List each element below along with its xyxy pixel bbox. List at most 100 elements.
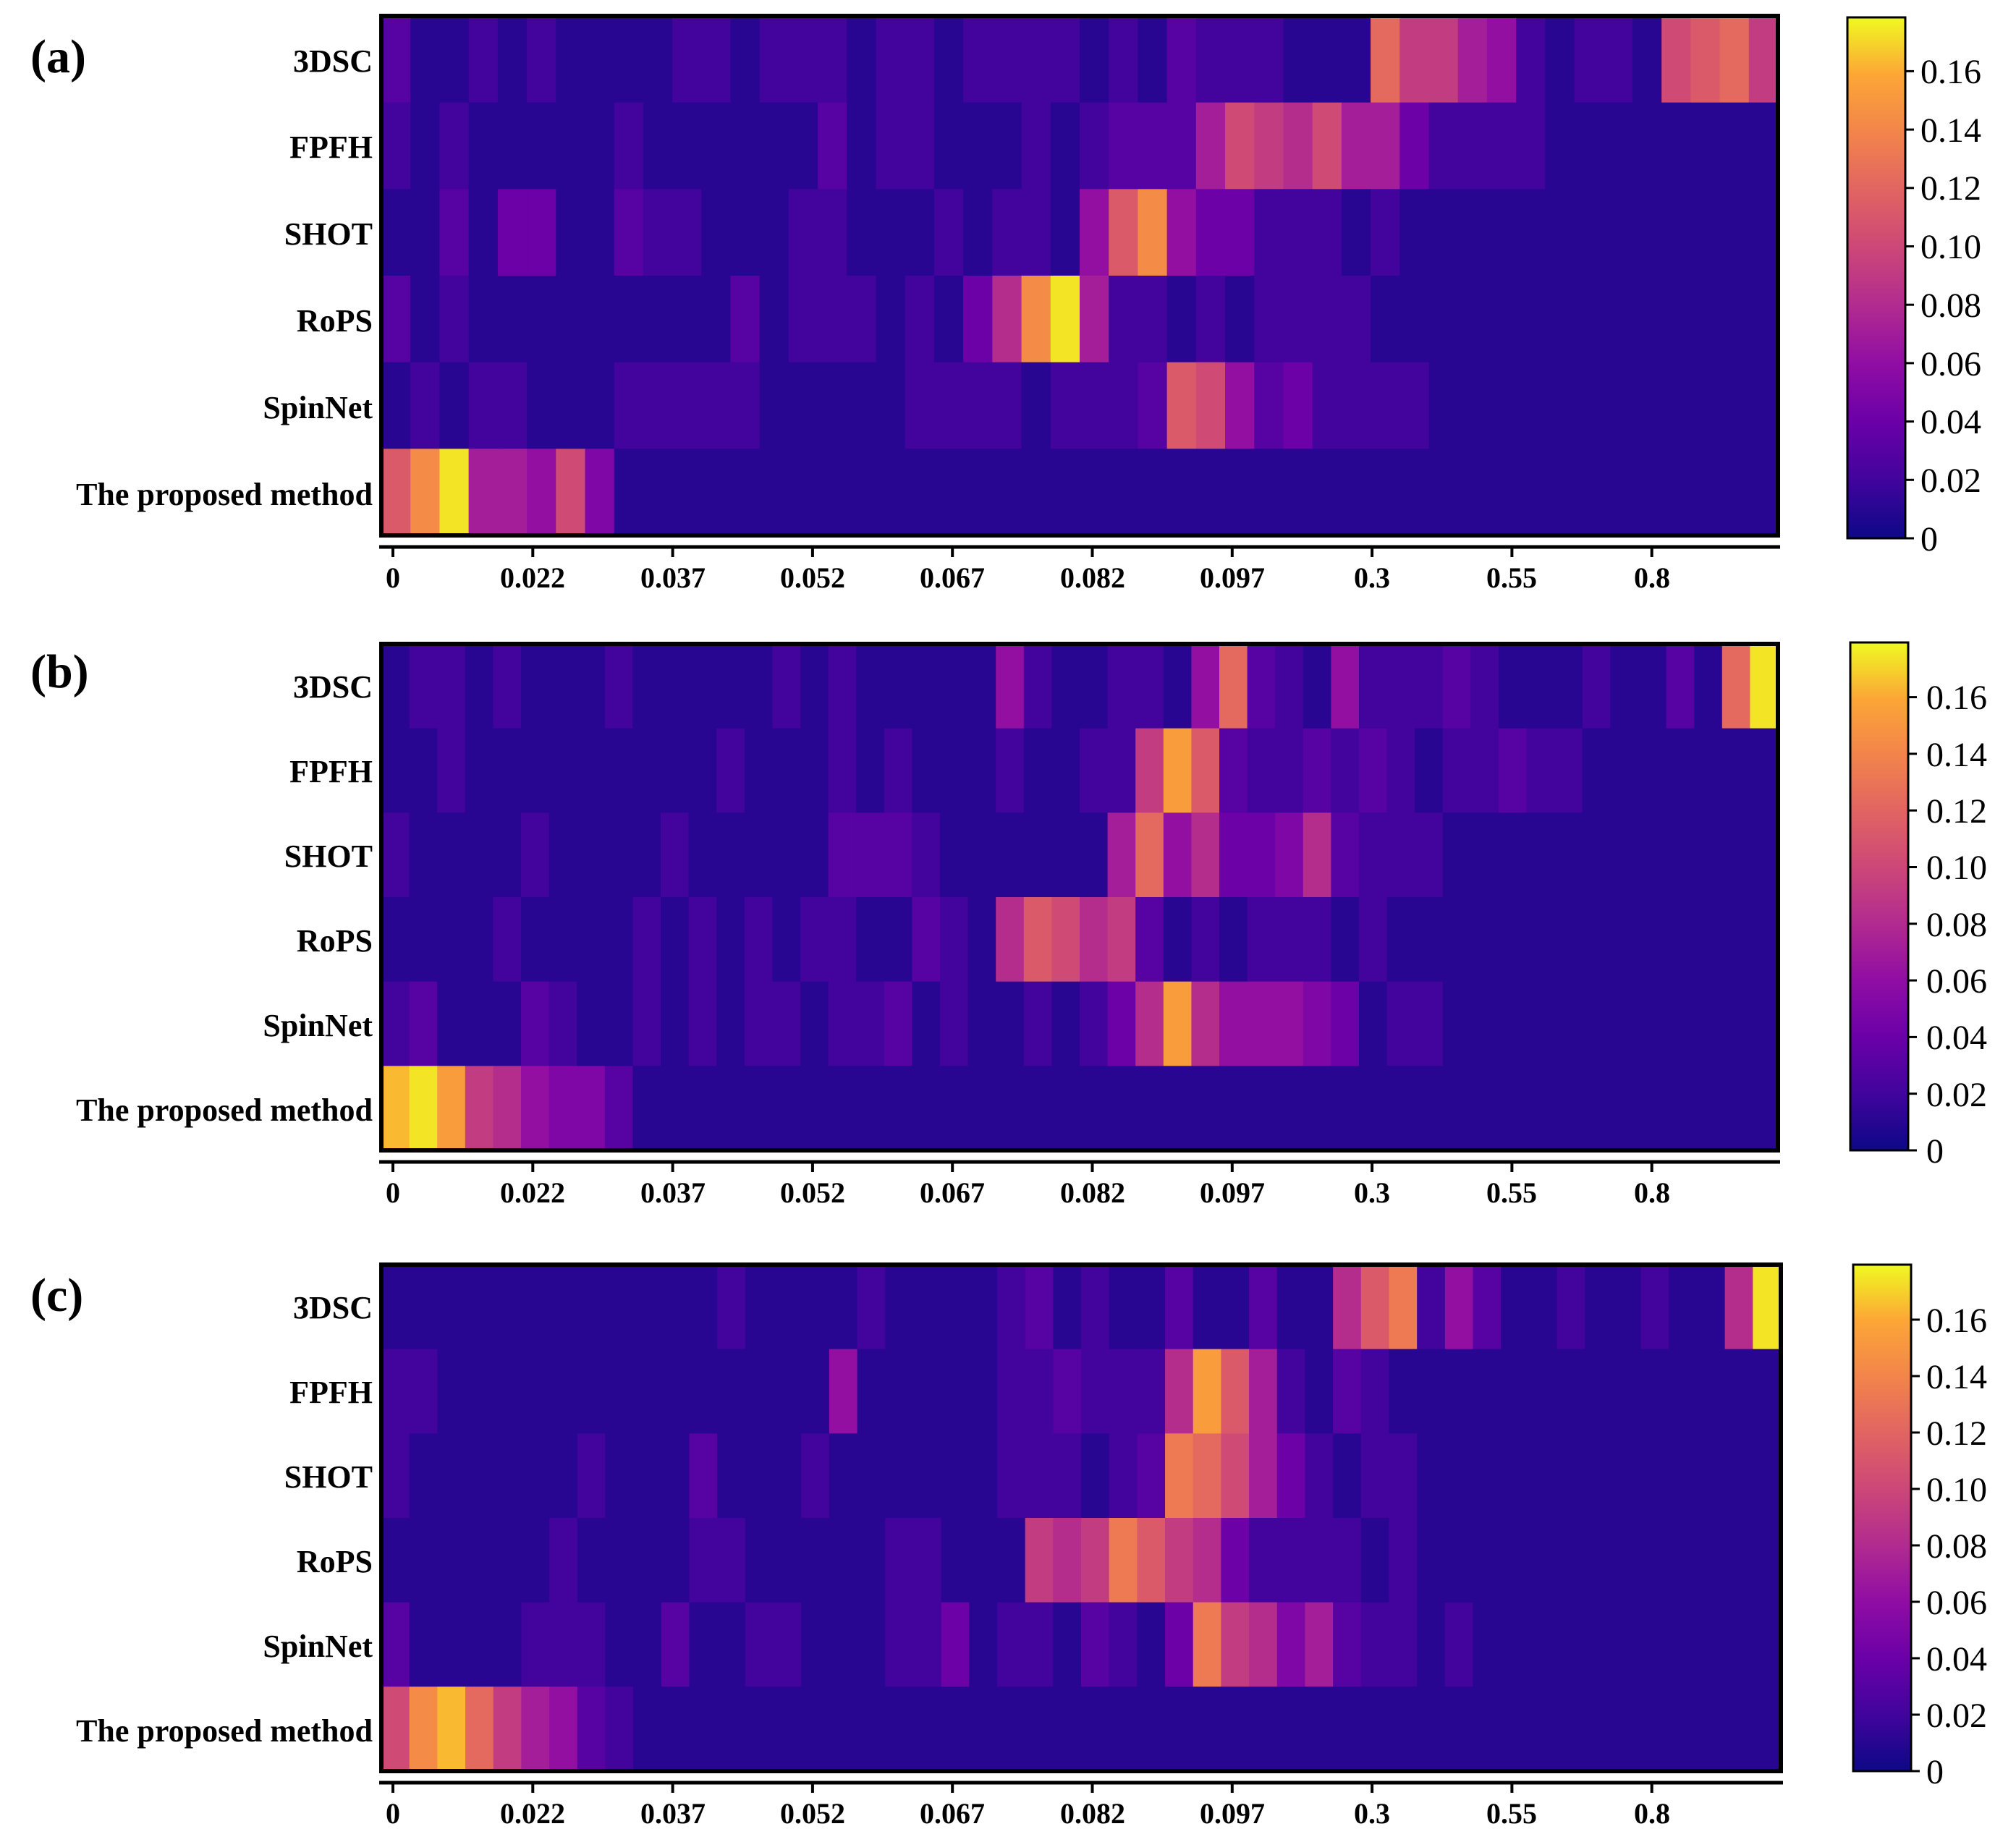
heatmap-cell-proposed-method-7 bbox=[585, 449, 615, 536]
heatmap-cell-3dsc-18 bbox=[885, 1265, 914, 1350]
heatmap-cell-spinnet-16 bbox=[847, 362, 877, 449]
heatmap-cell-proposed-method-20 bbox=[940, 1066, 969, 1151]
panel-c: (c) 3DSC FPFH SHOT RoPS SpinNet The prop… bbox=[30, 1262, 1987, 1830]
heatmap-cell-proposed-method-12 bbox=[730, 449, 761, 536]
heatmap-cell-fpfh-48 bbox=[1721, 728, 1750, 813]
heatmap-cell-rops-33 bbox=[1341, 276, 1371, 363]
heatmap-cell-rops-39 bbox=[1516, 276, 1546, 363]
heatmap-cell-fpfh-47 bbox=[1696, 1349, 1726, 1434]
heatmap-cell-shot-47 bbox=[1748, 189, 1779, 276]
heatmap-cell-spinnet-23 bbox=[1025, 1602, 1054, 1687]
heatmap-cell-rops-14 bbox=[788, 276, 818, 363]
heatmap-cell-rops-10 bbox=[661, 1518, 690, 1603]
heatmap-cell-shot-30 bbox=[1254, 189, 1284, 276]
panel-a-heatmap-cells bbox=[381, 16, 1779, 536]
heatmap-cell-fpfh-15 bbox=[800, 728, 829, 813]
panel-a-x-ticks bbox=[391, 547, 1653, 557]
heatmap-cell-3dsc-26 bbox=[1107, 644, 1136, 729]
heatmap-cell-3dsc-6 bbox=[549, 644, 577, 729]
heatmap-cell-3dsc-23 bbox=[1025, 1265, 1054, 1350]
heatmap-cell-spinnet-34 bbox=[1331, 981, 1360, 1066]
heatmap-cell-shot-6 bbox=[549, 812, 577, 898]
heatmap-cell-shot-48 bbox=[1721, 812, 1750, 898]
heatmap-cell-shot-16 bbox=[828, 812, 857, 898]
heatmap-cell-3dsc-27 bbox=[1135, 644, 1164, 729]
heatmap-cell-3dsc-21 bbox=[967, 644, 996, 729]
heatmap-cell-shot-21 bbox=[969, 1433, 998, 1519]
heatmap-cell-rops-21 bbox=[967, 897, 996, 982]
cb-tick-0-16: 0.16 bbox=[1926, 1302, 1987, 1340]
heatmap-cell-3dsc-41 bbox=[1574, 16, 1604, 103]
heatmap-cell-spinnet-33 bbox=[1305, 1602, 1334, 1687]
heatmap-cell-proposed-method-38 bbox=[1442, 1066, 1471, 1151]
heatmap-cell-3dsc-18 bbox=[884, 644, 912, 729]
heatmap-cell-proposed-method-13 bbox=[744, 1066, 773, 1151]
cb-tick-0-10: 0.10 bbox=[1926, 849, 1987, 887]
heatmap-cell-proposed-method-22 bbox=[1021, 449, 1051, 536]
heatmap-cell-fpfh-7 bbox=[585, 102, 615, 190]
panel-c-colorbar-ticks bbox=[1911, 1318, 1920, 1773]
heatmap-cell-rops-16 bbox=[829, 1518, 858, 1603]
row-label-fpfh: FPFH bbox=[289, 754, 373, 789]
heatmap-cell-proposed-method-34 bbox=[1371, 449, 1400, 536]
heatmap-cell-3dsc-12 bbox=[716, 644, 745, 729]
heatmap-cell-3dsc-33 bbox=[1341, 16, 1371, 103]
heatmap-cell-proposed-method-6 bbox=[556, 449, 586, 536]
heatmap-cell-rops-5 bbox=[521, 1518, 550, 1603]
heatmap-cell-fpfh-6 bbox=[549, 728, 577, 813]
heatmap-cell-fpfh-45 bbox=[1690, 102, 1721, 190]
heatmap-cell-rops-23 bbox=[1023, 897, 1052, 982]
panel-b-colorbar-ticks bbox=[1908, 696, 1917, 1152]
heatmap-cell-proposed-method-36 bbox=[1389, 1686, 1418, 1772]
heatmap-cell-spinnet-47 bbox=[1694, 981, 1723, 1066]
heatmap-cell-fpfh-17 bbox=[876, 102, 906, 190]
heatmap-cell-3dsc-34 bbox=[1333, 1265, 1362, 1350]
cb-tick-0-04: 0.04 bbox=[1926, 1640, 1987, 1678]
heatmap-cell-fpfh-29 bbox=[1193, 1349, 1221, 1434]
heatmap-cell-proposed-method-16 bbox=[828, 1066, 857, 1151]
heatmap-cell-shot-34 bbox=[1331, 812, 1360, 898]
heatmap-cell-3dsc-27 bbox=[1166, 16, 1197, 103]
heatmap-cell-spinnet-40 bbox=[1501, 1602, 1530, 1687]
heatmap-cell-shot-49 bbox=[1750, 812, 1779, 898]
heatmap-cell-spinnet-1 bbox=[409, 981, 438, 1066]
heatmap-cell-fpfh-7 bbox=[577, 1349, 606, 1434]
heatmap-cell-rops-41 bbox=[1526, 897, 1555, 982]
heatmap-cell-shot-18 bbox=[885, 1433, 914, 1519]
x-tick-0-8: 0.8 bbox=[1634, 1176, 1670, 1209]
heatmap-cell-rops-20 bbox=[940, 897, 969, 982]
panel-c-row-labels: 3DSC FPFH SHOT RoPS SpinNet The proposed… bbox=[76, 1290, 373, 1749]
heatmap-cell-fpfh-24 bbox=[1053, 1349, 1082, 1434]
heatmap-cell-rops-20 bbox=[941, 1518, 970, 1603]
heatmap-cell-rops-26 bbox=[1107, 897, 1136, 982]
heatmap-cell-spinnet-2 bbox=[439, 362, 470, 449]
heatmap-cell-3dsc-31 bbox=[1249, 1265, 1278, 1350]
cb-tick-0-06: 0.06 bbox=[1926, 1584, 1987, 1622]
x-tick-0-8: 0.8 bbox=[1634, 1797, 1670, 1830]
cb-tick-0-08: 0.08 bbox=[1926, 1527, 1987, 1566]
heatmap-cell-proposed-method-40 bbox=[1499, 1066, 1528, 1151]
row-label-shot: SHOT bbox=[284, 839, 373, 874]
heatmap-cell-proposed-method-16 bbox=[829, 1686, 858, 1772]
panel-c-colorbar-gradient bbox=[1852, 1263, 1913, 1773]
heatmap-cell-shot-11 bbox=[689, 1433, 718, 1519]
heatmap-cell-proposed-method-8 bbox=[604, 1066, 633, 1151]
heatmap-cell-3dsc-38 bbox=[1442, 644, 1471, 729]
heatmap-cell-fpfh-2 bbox=[439, 102, 470, 190]
heatmap-cell-fpfh-22 bbox=[1021, 102, 1051, 190]
heatmap-cell-proposed-method-32 bbox=[1275, 1066, 1304, 1151]
heatmap-cell-rops-21 bbox=[992, 276, 1022, 363]
heatmap-cell-fpfh-18 bbox=[884, 728, 912, 813]
heatmap-cell-fpfh-2 bbox=[437, 1349, 466, 1434]
panel-b-colorbar-gradient bbox=[1849, 641, 1910, 1152]
heatmap-cell-3dsc-1 bbox=[409, 1265, 438, 1350]
heatmap-cell-proposed-method-37 bbox=[1415, 1066, 1444, 1151]
heatmap-cell-proposed-method-29 bbox=[1191, 1066, 1220, 1151]
heatmap-cell-spinnet-0 bbox=[381, 362, 411, 449]
heatmap-cell-shot-37 bbox=[1415, 812, 1444, 898]
heatmap-cell-rops-44 bbox=[1612, 1518, 1642, 1603]
heatmap-cell-fpfh-42 bbox=[1603, 102, 1633, 190]
heatmap-cell-spinnet-36 bbox=[1386, 981, 1415, 1066]
heatmap-cell-spinnet-26 bbox=[1109, 1602, 1138, 1687]
cb-tick-0-14: 0.14 bbox=[1920, 111, 1981, 150]
